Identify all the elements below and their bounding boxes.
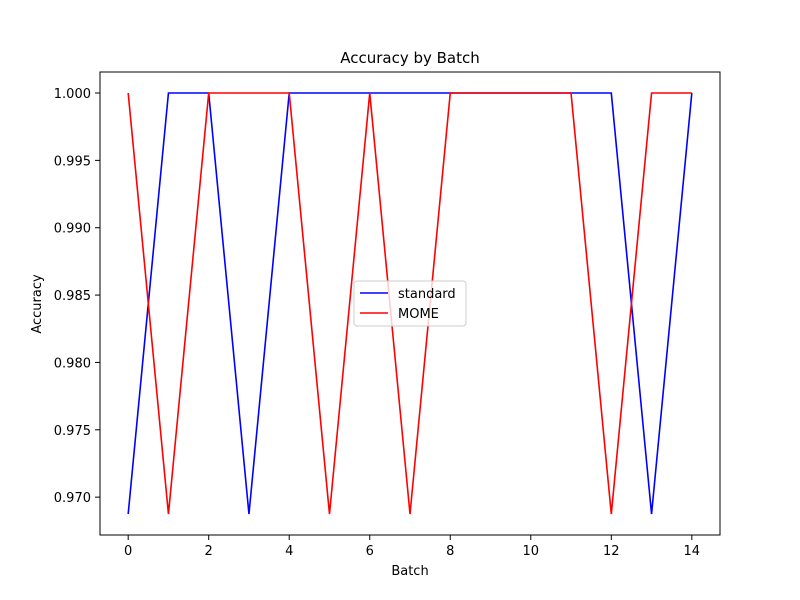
series-lines bbox=[127, 92, 693, 515]
x-tick-label: 8 bbox=[446, 544, 454, 559]
y-axis-label: Accuracy bbox=[30, 274, 45, 334]
legend-label: MOME bbox=[398, 307, 439, 322]
x-tick-label: 2 bbox=[205, 544, 213, 559]
y-tick-label: 0.975 bbox=[54, 424, 91, 439]
x-tick-label: 12 bbox=[603, 544, 620, 559]
x-tick-label: 6 bbox=[366, 544, 374, 559]
x-tick-label: 0 bbox=[124, 544, 132, 559]
x-axis-label: Batch bbox=[391, 564, 428, 579]
legend: standard MOME bbox=[353, 280, 467, 327]
y-tick-label: 0.970 bbox=[54, 491, 91, 506]
series-line-mome bbox=[127, 92, 692, 515]
x-axis: 0 2 4 6 8 10 12 14 bbox=[124, 535, 700, 559]
y-tick-label: 0.985 bbox=[54, 289, 91, 304]
x-tick-label: 10 bbox=[523, 544, 540, 559]
y-tick-label: 0.980 bbox=[54, 356, 91, 371]
legend-label: standard bbox=[398, 287, 456, 302]
x-tick-label: 4 bbox=[285, 544, 293, 559]
x-tick-label: 14 bbox=[684, 544, 701, 559]
plot-area-frame bbox=[99, 71, 721, 536]
series-line-standard bbox=[127, 92, 693, 515]
y-axis: 0.970 0.975 0.980 0.985 0.990 0.995 1.000 bbox=[54, 87, 100, 506]
y-tick-label: 1.000 bbox=[54, 87, 91, 102]
chart-title: Accuracy by Batch bbox=[340, 49, 480, 67]
y-tick-label: 0.995 bbox=[54, 154, 91, 169]
y-tick-label: 0.990 bbox=[54, 222, 91, 237]
